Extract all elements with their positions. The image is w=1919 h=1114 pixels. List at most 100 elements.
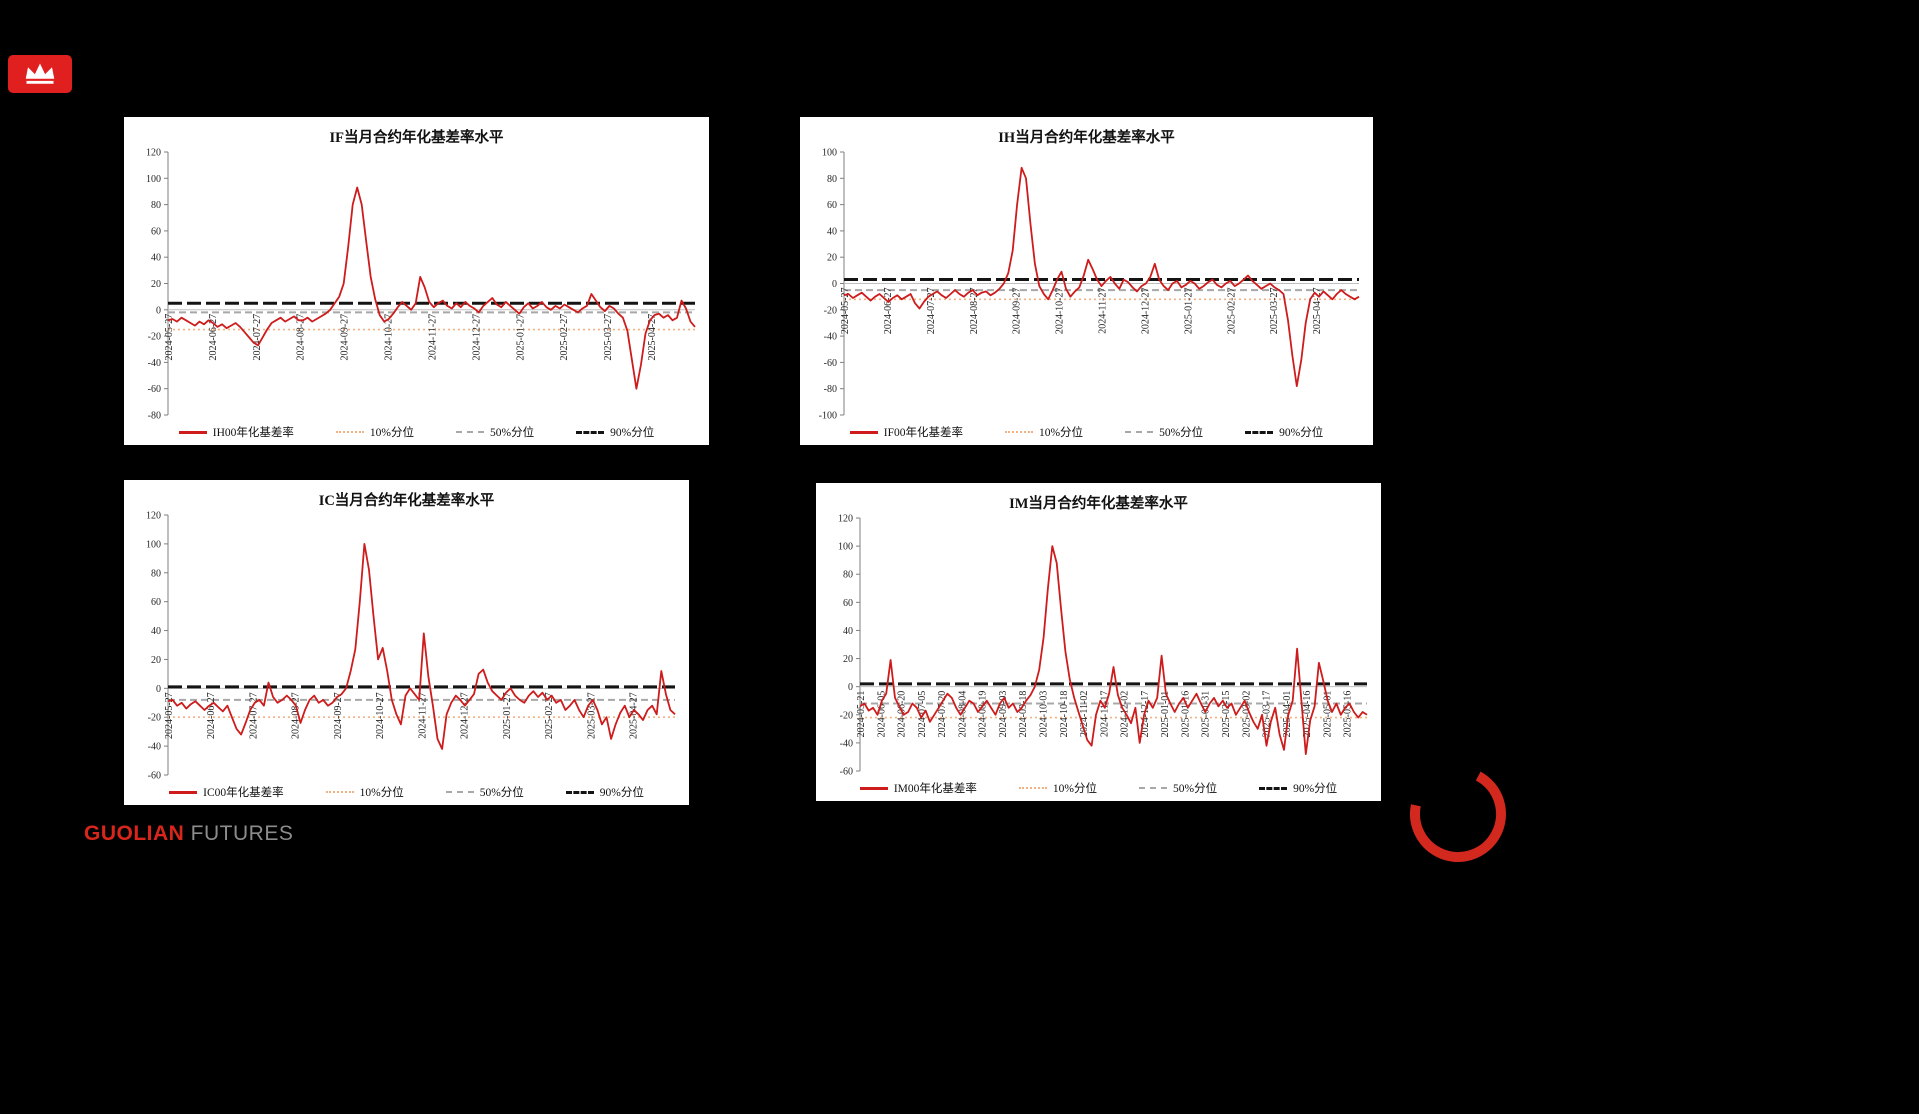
x-tick-label: 2024-11-27 bbox=[1098, 288, 1109, 334]
x-tick-label: 2024-10-27 bbox=[384, 314, 395, 361]
y-tick-label: 100 bbox=[146, 174, 161, 185]
legend-item-p50-swatch bbox=[445, 791, 474, 793]
y-tick-label: 20 bbox=[843, 654, 853, 665]
x-tick-label: 2024-09-27 bbox=[333, 692, 344, 739]
x-tick-label: 2024-10-03 bbox=[1039, 691, 1050, 738]
legend-item-p10: 10%分位 bbox=[1004, 424, 1083, 440]
legend-item-p50-label: 50%分位 bbox=[1159, 427, 1204, 439]
x-tick-label: 2025-01-27 bbox=[515, 314, 526, 361]
y-tick-label: -60 bbox=[824, 358, 837, 369]
legend-item-p90-label: 90%分位 bbox=[599, 787, 644, 799]
x-tick-label: 2025-03-27 bbox=[587, 692, 598, 739]
y-tick-label: 40 bbox=[151, 253, 161, 264]
legend-item-p90-label: 90%分位 bbox=[1279, 427, 1324, 439]
chart-legend-ih: IF00年化基差率 10%分位 50%分位 90%分位 bbox=[800, 419, 1373, 445]
chart-plot-if: -80 -60 -40 -20 0 20 40 60 80 100 120 2024-05-27 202… bbox=[146, 148, 696, 420]
y-tick-label: 20 bbox=[151, 655, 161, 666]
legend-item-series-swatch bbox=[849, 430, 878, 434]
y-tick-label: -60 bbox=[148, 384, 161, 395]
brand-futures: FUTURES bbox=[190, 822, 294, 845]
y-tick-label: -40 bbox=[840, 738, 853, 749]
x-tick-label: 2024-06-05 bbox=[876, 691, 887, 738]
y-tick-label: 0 bbox=[848, 682, 853, 693]
x-tick-label: 2025-04-01 bbox=[1282, 691, 1293, 738]
legend-item-series: IF00年化基差率 bbox=[849, 424, 963, 440]
legend-item-p10: 10%分位 bbox=[335, 424, 414, 440]
x-tick-label: 2024-06-27 bbox=[208, 314, 219, 361]
x-tick-label: 2024-11-02 bbox=[1079, 691, 1090, 737]
y-tick-label: 80 bbox=[827, 174, 837, 185]
legend-item-p90-label: 90%分位 bbox=[1293, 783, 1338, 795]
chart-panel-ih: IH当月合约年化基差率水平 -100 -80 -60 -40 -20 0 20 40 60 80 1… bbox=[800, 117, 1373, 445]
y-tick-label: 60 bbox=[843, 598, 853, 609]
x-tick-label: 2025-01-27 bbox=[502, 692, 513, 739]
legend-item-p50-label: 50%分位 bbox=[490, 427, 535, 439]
company-logo bbox=[8, 55, 72, 93]
y-tick-label: 60 bbox=[827, 200, 837, 211]
x-tick-label: 2024-11-17 bbox=[1099, 691, 1110, 737]
x-tick-label: 2025-02-27 bbox=[559, 314, 570, 361]
x-tick-label: 2024-06-27 bbox=[206, 692, 217, 739]
legend-item-p50-swatch bbox=[1125, 431, 1154, 433]
x-tick-label: 2025-02-15 bbox=[1221, 691, 1232, 738]
chart-plot-im: -60 -40 -20 0 20 40 60 80 100 120 2024-05-21 2024-0… bbox=[838, 514, 1368, 776]
legend-item-p90: 90%分位 bbox=[565, 784, 644, 800]
legend-item-series: IM00年化基差率 bbox=[859, 780, 977, 796]
legend-item-series-label: IC00年化基差率 bbox=[203, 787, 284, 799]
chart-panel-if: IF当月合约年化基差率水平 -80 -60 -40 -20 0 20 40 60 80 100 12… bbox=[124, 117, 709, 445]
y-tick-label: 40 bbox=[827, 226, 837, 237]
x-tick-label: 2025-03-02 bbox=[1241, 691, 1252, 738]
legend-item-p90-swatch bbox=[1245, 430, 1274, 434]
x-tick-label: 2024-07-27 bbox=[926, 288, 937, 335]
series-line bbox=[859, 545, 1368, 756]
x-tick-label: 2024-06-20 bbox=[897, 691, 908, 738]
legend-item-p10-swatch bbox=[335, 431, 364, 433]
x-tick-label: 2025-05-01 bbox=[1322, 691, 1333, 738]
series-line bbox=[167, 186, 696, 390]
y-tick-label: 80 bbox=[843, 570, 853, 581]
legend-item-series-label: IH00年化基差率 bbox=[212, 427, 294, 439]
chart-panel-ic: IC当月合约年化基差率水平 -60 -40 -20 0 20 40 60 80 100 120 20… bbox=[124, 480, 689, 805]
legend-item-p50-swatch bbox=[456, 431, 485, 433]
x-tick-label: 2024-12-27 bbox=[460, 692, 471, 739]
x-tick-label: 2024-08-04 bbox=[957, 691, 968, 738]
series-line bbox=[843, 166, 1360, 388]
y-tick-label: -20 bbox=[148, 332, 161, 343]
legend-item-p50-swatch bbox=[1138, 787, 1167, 789]
legend-item-series-swatch bbox=[178, 430, 207, 434]
y-tick-label: -80 bbox=[148, 411, 161, 420]
legend-item-p90: 90%分位 bbox=[1259, 780, 1337, 796]
chart-panel-im: IM当月合约年化基差率水平 -60 -40 -20 0 20 40 60 80 100 120 20… bbox=[816, 483, 1381, 801]
x-tick-label: 2025-04-27 bbox=[629, 692, 640, 739]
x-tick-label: 2024-05-27 bbox=[164, 314, 175, 361]
y-tick-label: -40 bbox=[148, 742, 161, 753]
brand-wordmark: GUOLIAN FUTURES bbox=[84, 822, 293, 846]
x-tick-label: 2025-02-27 bbox=[544, 692, 555, 739]
x-tick-label: 2025-03-17 bbox=[1262, 691, 1273, 738]
legend-item-p10-swatch bbox=[1004, 431, 1033, 433]
chart-plot-ic: -60 -40 -20 0 20 40 60 80 100 120 2024-05-27 2024-0… bbox=[146, 511, 676, 779]
legend-item-p10-swatch bbox=[325, 791, 354, 793]
x-tick-label: 2024-10-27 bbox=[1055, 288, 1066, 335]
x-tick-label: 2024-05-27 bbox=[164, 692, 175, 739]
y-tick-label: 100 bbox=[146, 539, 161, 550]
legend-item-p10-label: 10%分位 bbox=[1052, 783, 1097, 795]
y-tick-label: 20 bbox=[827, 253, 837, 264]
x-tick-label: 2024-10-18 bbox=[1059, 691, 1070, 738]
y-tick-label: 40 bbox=[151, 626, 161, 637]
legend-item-series: IC00年化基差率 bbox=[169, 784, 284, 800]
x-tick-label: 2024-10-27 bbox=[375, 692, 386, 739]
legend-item-p50: 50%分位 bbox=[456, 424, 534, 440]
legend-item-p50: 50%分位 bbox=[1138, 780, 1217, 796]
x-tick-label: 2025-01-31 bbox=[1201, 691, 1212, 738]
legend-item-series-swatch bbox=[169, 790, 198, 794]
x-tick-label: 2024-12-17 bbox=[1140, 691, 1151, 738]
y-tick-label: 0 bbox=[156, 684, 161, 695]
y-tick-label: -60 bbox=[840, 767, 853, 776]
x-tick-label: 2024-08-19 bbox=[978, 691, 989, 738]
x-tick-label: 2024-07-27 bbox=[252, 314, 263, 361]
legend-item-series-label: IF00年化基差率 bbox=[883, 427, 963, 439]
x-tick-label: 2025-02-27 bbox=[1226, 288, 1237, 335]
x-tick-label: 2024-07-20 bbox=[937, 691, 948, 738]
chart-plot-ih: -100 -80 -60 -40 -20 0 20 40 60 80 100 2024-05-27 20… bbox=[819, 148, 1360, 419]
